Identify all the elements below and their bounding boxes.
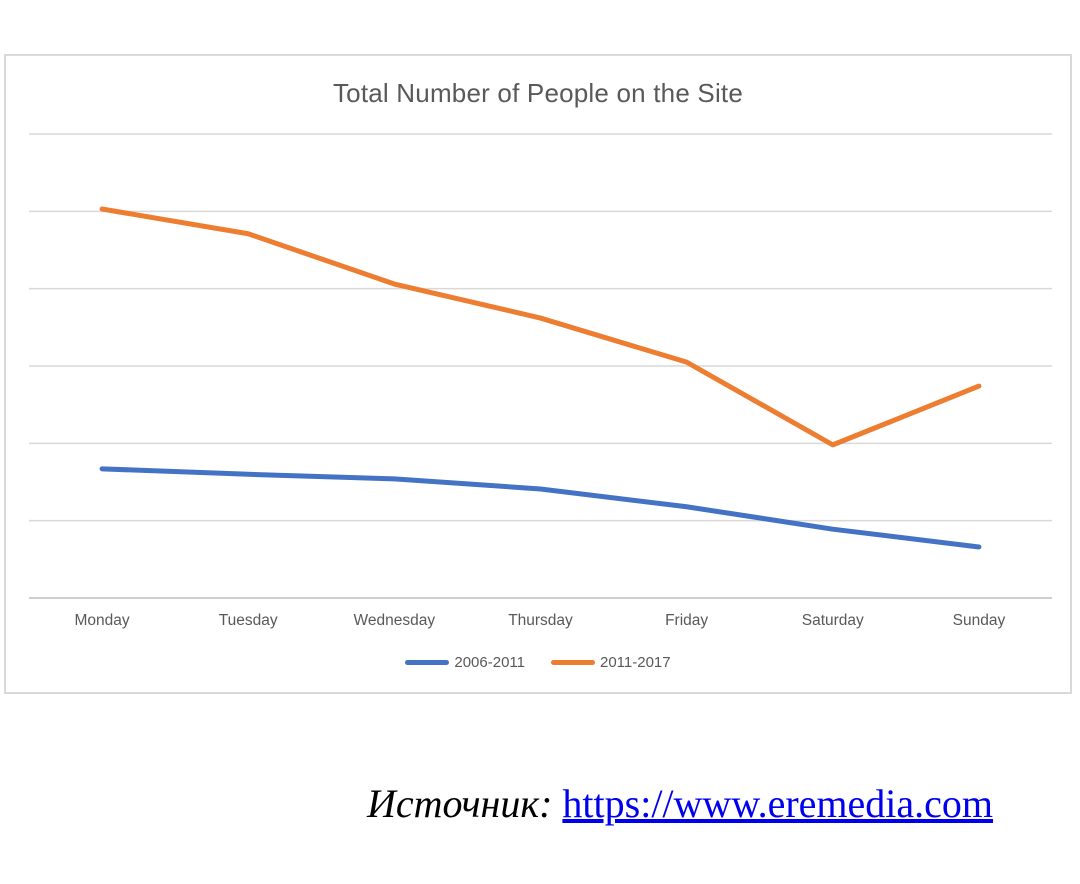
x-tick-label: Friday	[665, 612, 709, 629]
legend-label: 2006-2011	[454, 654, 525, 671]
legend-label: 2011-2017	[600, 654, 671, 671]
legend-line-swatch	[405, 660, 450, 665]
series-line-2011-2017	[99, 206, 982, 448]
legend-line-swatch	[551, 660, 595, 665]
chart-legend: 2006-2011 2011-2017	[6, 654, 1070, 671]
legend-item-2011-2017: 2011-2017	[551, 654, 671, 671]
legend-item-2006-2011: 2006-2011	[405, 654, 525, 671]
x-tick-label: Thursday	[508, 612, 573, 629]
series-line-2006-2011	[99, 466, 982, 550]
x-tick-label: Sunday	[952, 612, 1006, 629]
x-tick-label: Monday	[74, 612, 130, 629]
plot-area	[29, 133, 1052, 599]
x-tick-label: Saturday	[801, 612, 864, 629]
chart-title: Total Number of People on the Site	[332, 78, 744, 108]
x-tick-label: Tuesday	[218, 612, 278, 629]
source-label: Источник:	[366, 781, 553, 826]
source-link[interactable]: https://www.eremedia.com	[562, 781, 994, 826]
x-axis: Monday Tuesday Wednesday Thursday Friday Satu…	[6, 612, 1070, 634]
line-chart: Total Number of People on the Site Monda…	[4, 54, 1072, 694]
x-tick-label: Wednesday	[353, 612, 436, 629]
source-citation: Источник: https://www.eremedia.com	[280, 780, 1080, 827]
